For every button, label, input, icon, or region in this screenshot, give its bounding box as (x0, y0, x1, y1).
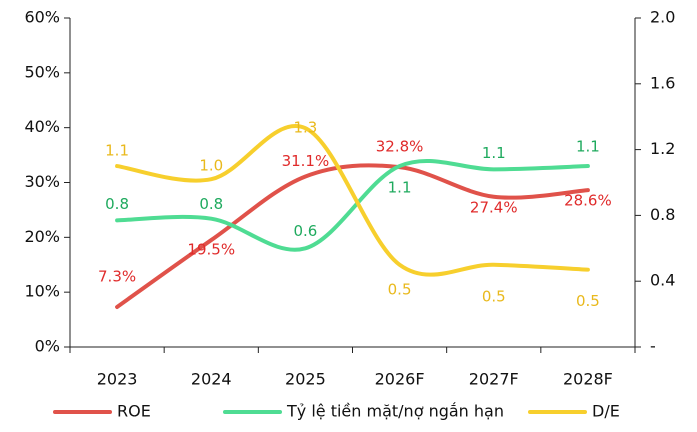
x-tick-label: 2027F (469, 370, 519, 389)
y2-tick-label: 0.8 (650, 205, 675, 224)
data-label: 0.6 (293, 222, 317, 240)
series-line (115, 158, 590, 252)
x-tick-label: 2025 (285, 370, 326, 389)
y-tick-label: 30% (24, 172, 60, 191)
y-tick-label: 40% (24, 117, 60, 136)
y-tick-label: 10% (24, 282, 60, 301)
data-label: 1.1 (388, 179, 412, 197)
y2-tick-label: 1.6 (650, 73, 675, 92)
data-label: 1.1 (105, 142, 129, 160)
legend-label: D/E (592, 402, 620, 421)
data-label: 0.5 (482, 287, 506, 305)
y-tick-label: 50% (24, 62, 60, 81)
x-tick-label: 2026F (375, 370, 425, 389)
data-label: 0.8 (199, 195, 223, 213)
data-label: 1.1 (576, 138, 600, 156)
data-label: 32.8% (376, 138, 424, 156)
data-label: 0.5 (576, 292, 600, 310)
y2-tick-label: 2.0 (650, 8, 675, 27)
data-label: 0.5 (388, 280, 412, 298)
data-label: 1.3 (293, 119, 317, 137)
data-label: 28.6% (564, 192, 612, 210)
data-label: 7.3% (98, 267, 136, 285)
y-tick-label: 0% (35, 337, 60, 356)
series-line (115, 124, 590, 277)
data-label: 19.5% (187, 241, 235, 259)
y2-tick-label: - (650, 337, 656, 356)
y2-tick-label: 1.2 (650, 139, 675, 158)
x-tick-label: 2024 (191, 370, 232, 389)
data-label: 1.0 (199, 157, 223, 175)
data-label: 0.8 (105, 195, 129, 213)
legend-label: Tỷ lệ tiền mặt/nợ ngắn hạn (286, 402, 504, 421)
legend-label: ROE (117, 402, 151, 421)
data-label: 1.1 (482, 144, 506, 162)
x-tick-label: 2028F (563, 370, 613, 389)
x-tick-label: 2023 (97, 370, 138, 389)
data-label: 27.4% (470, 198, 518, 216)
series-line (115, 163, 590, 309)
data-label: 31.1% (282, 152, 330, 170)
y2-tick-label: 0.4 (650, 271, 675, 290)
y-tick-label: 20% (24, 227, 60, 246)
y-tick-label: 60% (24, 8, 60, 27)
